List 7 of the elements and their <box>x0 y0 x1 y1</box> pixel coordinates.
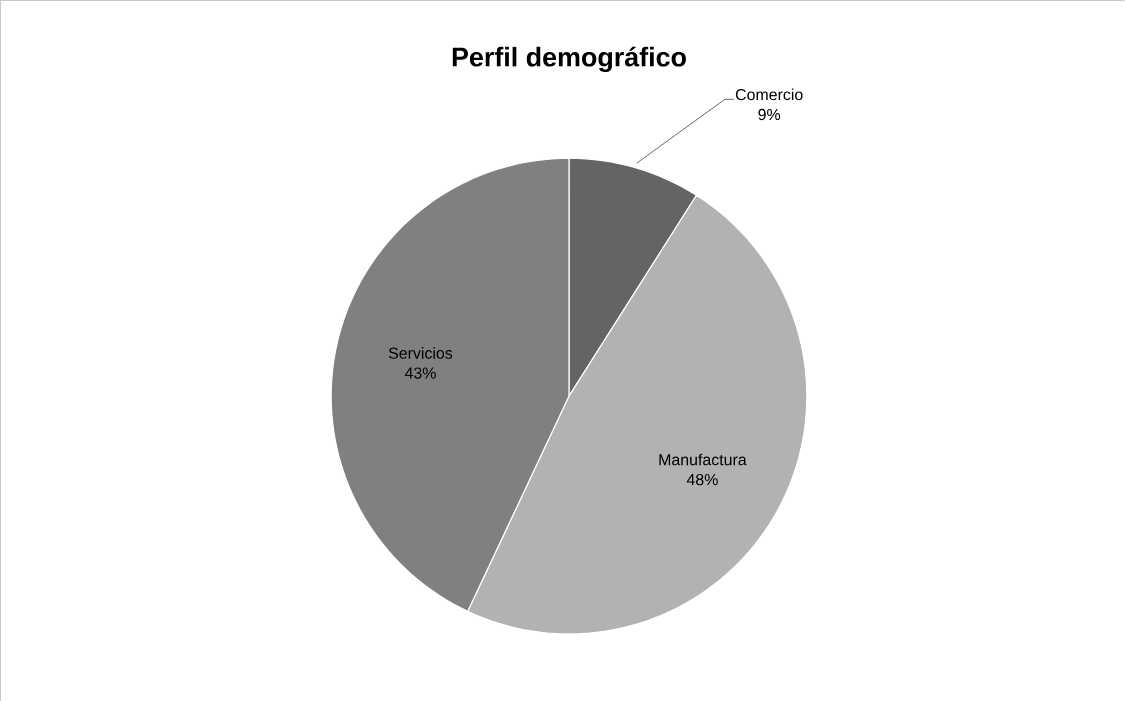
slice-label: Comercio <box>735 88 803 101</box>
chart-title: Perfil demográfico <box>452 46 686 72</box>
slice-label: Manufactura <box>659 453 747 466</box>
data-label: 9% <box>758 108 781 120</box>
data-label: 43% <box>404 367 436 379</box>
slice-label: Servicios <box>388 346 453 359</box>
data-label: 48% <box>686 473 718 486</box>
